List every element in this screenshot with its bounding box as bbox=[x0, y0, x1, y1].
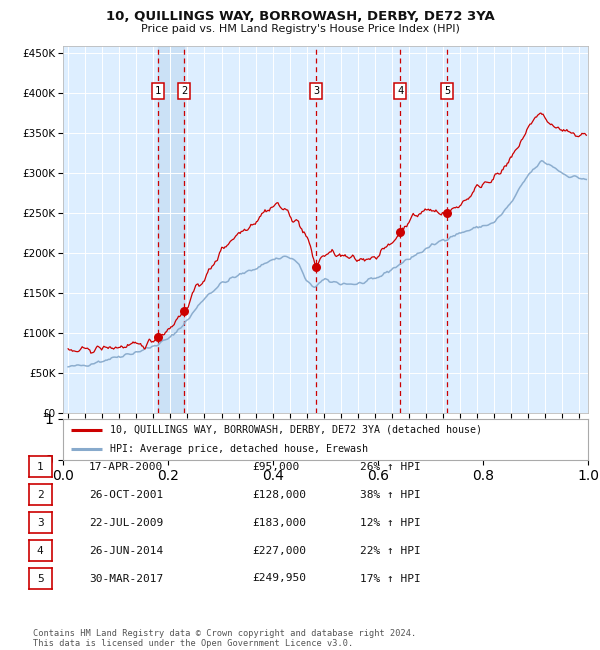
Text: £95,000: £95,000 bbox=[252, 462, 299, 472]
Text: £227,000: £227,000 bbox=[252, 545, 306, 556]
Text: £128,000: £128,000 bbox=[252, 489, 306, 500]
Text: 4: 4 bbox=[397, 86, 403, 96]
Text: 5: 5 bbox=[37, 573, 44, 584]
Text: 26-JUN-2014: 26-JUN-2014 bbox=[89, 545, 163, 556]
Text: 2: 2 bbox=[37, 489, 44, 500]
Text: Contains HM Land Registry data © Crown copyright and database right 2024.
This d: Contains HM Land Registry data © Crown c… bbox=[33, 629, 416, 648]
Text: £249,950: £249,950 bbox=[252, 573, 306, 584]
Text: 2: 2 bbox=[181, 86, 187, 96]
Text: HPI: Average price, detached house, Erewash: HPI: Average price, detached house, Erew… bbox=[110, 445, 368, 454]
Text: £183,000: £183,000 bbox=[252, 517, 306, 528]
Text: Price paid vs. HM Land Registry's House Price Index (HPI): Price paid vs. HM Land Registry's House … bbox=[140, 24, 460, 34]
Text: 1: 1 bbox=[37, 462, 44, 472]
Text: 17-APR-2000: 17-APR-2000 bbox=[89, 462, 163, 472]
Text: 3: 3 bbox=[313, 86, 319, 96]
Text: 3: 3 bbox=[37, 517, 44, 528]
Text: 22-JUL-2009: 22-JUL-2009 bbox=[89, 517, 163, 528]
Text: 10, QUILLINGS WAY, BORROWASH, DERBY, DE72 3YA: 10, QUILLINGS WAY, BORROWASH, DERBY, DE7… bbox=[106, 10, 494, 23]
Bar bbox=[158, 46, 184, 413]
Text: 26% ↑ HPI: 26% ↑ HPI bbox=[360, 462, 421, 472]
Text: 26-OCT-2001: 26-OCT-2001 bbox=[89, 489, 163, 500]
Text: 1: 1 bbox=[155, 86, 161, 96]
Text: 5: 5 bbox=[444, 86, 451, 96]
Text: 22% ↑ HPI: 22% ↑ HPI bbox=[360, 545, 421, 556]
Text: 12% ↑ HPI: 12% ↑ HPI bbox=[360, 517, 421, 528]
Text: 4: 4 bbox=[37, 545, 44, 556]
Text: 30-MAR-2017: 30-MAR-2017 bbox=[89, 573, 163, 584]
Text: 38% ↑ HPI: 38% ↑ HPI bbox=[360, 489, 421, 500]
Text: 10, QUILLINGS WAY, BORROWASH, DERBY, DE72 3YA (detached house): 10, QUILLINGS WAY, BORROWASH, DERBY, DE7… bbox=[110, 424, 482, 435]
Text: 17% ↑ HPI: 17% ↑ HPI bbox=[360, 573, 421, 584]
